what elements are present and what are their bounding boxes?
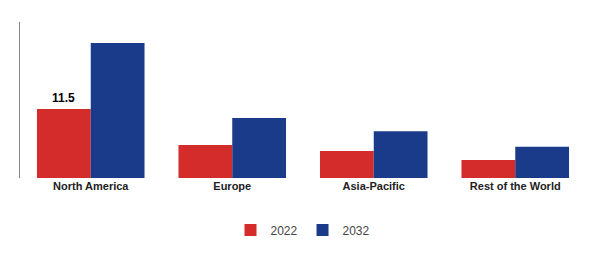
svg-text:2032: 2032: [343, 224, 370, 238]
svg-text:Asia-Pacific: Asia-Pacific: [343, 180, 405, 192]
svg-text:Europe: Europe: [213, 180, 251, 192]
svg-text:2022: 2022: [271, 224, 298, 238]
svg-text:North America: North America: [53, 180, 129, 192]
svg-text:Rest of the World: Rest of the World: [470, 180, 561, 192]
svg-text:11.5: 11.5: [52, 91, 75, 105]
